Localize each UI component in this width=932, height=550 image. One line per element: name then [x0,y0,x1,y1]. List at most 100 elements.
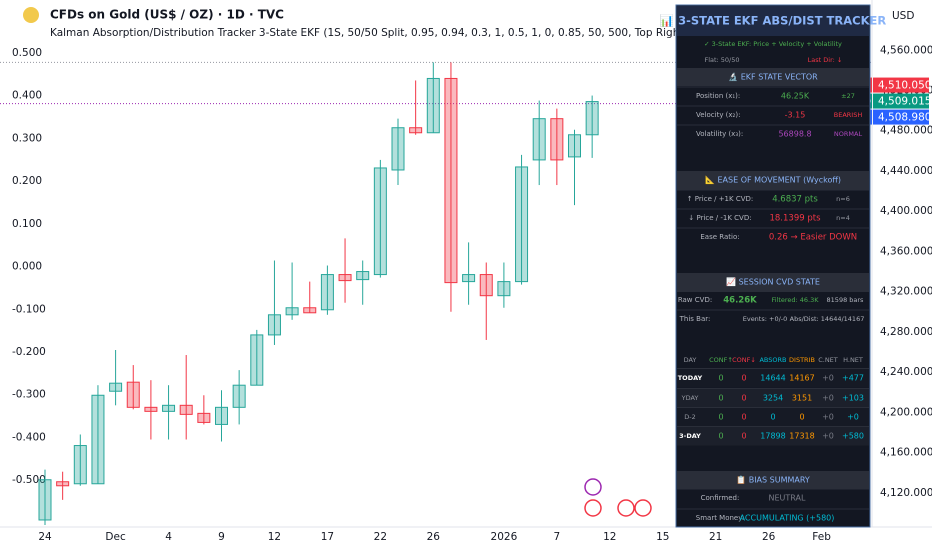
panel-text: +0 [822,394,834,403]
y2-tick-label: 0.100 [12,218,42,230]
x-tick-label: 9 [218,531,225,543]
candle-body [373,167,387,276]
panel-text: D-2 [684,413,696,421]
panel-text: Events: +0/-0 [743,315,788,323]
x-tick-label: 12 [603,531,616,543]
candle-body [250,334,264,386]
y-tick-label: 4,560.000 [880,44,932,56]
candle-body [409,127,423,134]
candle-body [285,307,299,316]
candle-body [497,281,511,297]
candle-body [144,406,158,412]
y-tick-label: 4,280.000 [880,326,932,338]
panel-text: ↓ Price / -1K CVD: [688,214,751,222]
candle-body [267,314,281,336]
candle-body [126,381,140,408]
panel-text: 0 [718,432,723,441]
price-tag [873,77,929,93]
x-tick-label: 22 [374,531,387,543]
y-tick-label: 4,400.000 [880,205,932,217]
panel-text: n=6 [836,195,850,203]
candle-body [303,307,317,314]
panel-text: 56898.8 [778,130,811,139]
panel-text: 14644 [760,374,785,383]
panel-text: CONF↓ [732,356,756,364]
x-tick-label: 21 [709,531,722,543]
panel-text: 0 [741,432,746,441]
section-bar [677,273,869,292]
x-tick-label: 26 [762,531,776,543]
info-panel: 📊 3-STATE EKF ABS/DIST TRACKER ✓ 3-State … [660,4,887,528]
panel-text: 0 [718,413,723,422]
price-tag-label: 4,508.980 [878,112,931,124]
table-row [677,368,869,388]
candle-body [73,445,87,485]
panel-text: H.NET [843,356,863,364]
panel-text: -3.15 [785,111,806,120]
y2-tick-label: 0.200 [12,175,42,187]
x-tick-label: 17 [321,531,334,543]
panel-text: Raw CVD: [678,296,712,304]
panel-text: +0 [822,374,834,383]
x-tick-label: 15 [656,531,669,543]
y-tick-label: 4,200.000 [880,406,932,418]
x-tick-label: 7 [554,531,561,543]
panel-text: 📊 3-STATE EKF ABS/DIST TRACKER [660,14,887,28]
candle-body [532,118,546,161]
table-row [677,407,869,427]
currency: USD [892,10,914,22]
panel-text: 0 [770,413,775,422]
y2-tick-label: 0.300 [12,132,42,144]
panel-text: Position (x₁): [696,92,740,100]
y-tick-label: 4,480.000 [880,125,932,137]
panel-text: 📐 EASE OF MOVEMENT (Wyckoff) [705,175,841,185]
section-bar [677,68,869,86]
candle-body [585,101,599,136]
candle-body [515,166,529,283]
candle-body [550,118,564,161]
panel-text: 4.6837 pts [772,195,818,205]
y2-tick-label: 0.500 [12,47,42,59]
panel-text: +0 [822,432,834,441]
y2-tick-label: 0.000 [12,261,42,273]
y-tick-label: 4,360.000 [880,245,932,257]
panel-text: 81598 bars [827,296,865,304]
y2-tick-label: -0.300 [12,389,46,401]
y2-tick-label: -0.200 [12,346,46,358]
event-icon [617,499,635,517]
candle-body [568,134,581,158]
candle-body [338,274,352,282]
panel-text: ✓ 3-State EKF: Price + Velocity + Volati… [704,40,842,48]
panel-text: 0 [718,394,723,403]
x-tick-label: 2026 [491,531,518,543]
candle-body [162,404,176,412]
panel-text: 46.26K [723,296,757,306]
candle-body [356,271,370,281]
x-tick-label: 26 [427,531,441,543]
panel-text: 3-DAY [679,432,701,440]
candle-body [215,406,228,425]
y-tick-label: 4,120.000 [880,487,932,499]
panel-text: +477 [842,374,864,383]
panel-text: NORMAL [834,130,863,138]
panel-text: ABSORB [759,356,786,364]
candle-body [91,394,105,485]
panel-text: 0 [741,413,746,422]
panel-text: Filtered: 46.3K [771,296,819,304]
panel-text: ACCUMULATING (+580) [740,514,835,523]
candle-body [426,77,440,134]
panel-text: 0 [741,394,746,403]
panel-text: DISTRIB [789,356,815,364]
panel-text: +580 [842,432,864,441]
candle-body [56,481,70,487]
panel-text: CONF↑ [709,356,733,364]
panel-text: Volatility (x₃): [696,130,743,138]
panel-text: Confirmed: [701,494,740,502]
chart-title: CFDs on Gold (US$ / OZ) · 1D · TVC [50,8,284,22]
panel-text: ±27 [841,92,855,100]
candle-body [232,384,246,408]
panel-text: Last Dir: ↓ [808,56,843,64]
panel-text: +0 [822,413,834,422]
